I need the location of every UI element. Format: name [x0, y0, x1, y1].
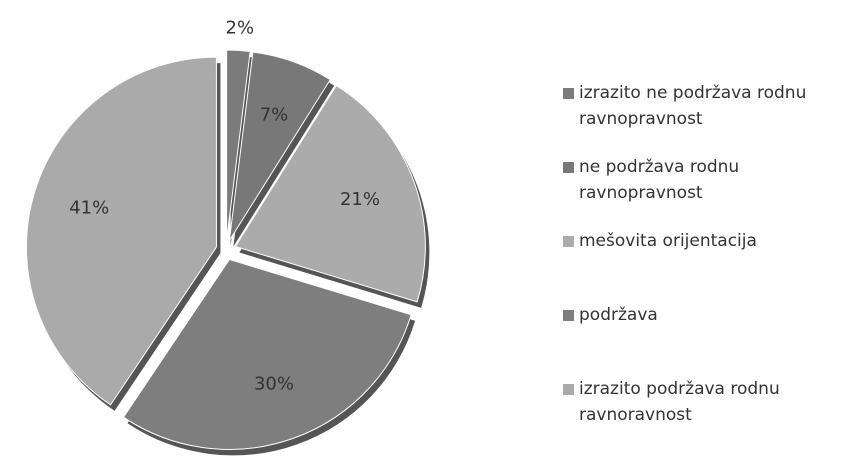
data-label: 30% — [254, 374, 294, 395]
legend-entry: izrazito podržava rodnu ravnoravnost — [563, 376, 838, 450]
slice — [228, 51, 331, 241]
legend-swatch — [563, 310, 574, 321]
legend-entry: mešovita orijentacija — [563, 228, 838, 302]
legend-swatch — [563, 88, 574, 99]
slice — [234, 84, 426, 303]
legend-label: izrazito podržava rodnu ravnoravnost — [579, 379, 780, 425]
data-label: 2% — [226, 17, 255, 38]
data-label: 21% — [340, 189, 380, 210]
legend-swatch — [563, 384, 574, 395]
legend-swatch — [563, 236, 574, 247]
slice — [122, 258, 412, 450]
legend-label: podržava — [579, 305, 658, 325]
legend-entry: ne podržava rodnu ravnopravnost — [563, 154, 838, 228]
data-label: 41% — [69, 197, 109, 218]
slice — [26, 56, 217, 406]
legend-label: mešovita orijentacija — [579, 231, 757, 251]
legend-label: ne podržava rodnu ravnopravnost — [579, 157, 740, 203]
slice — [226, 49, 251, 241]
legend: izrazito ne podržava rodnu ravnopravnost… — [563, 80, 838, 450]
legend-swatch — [563, 162, 574, 173]
legend-label: izrazito ne podržava rodnu ravnopravnost — [579, 83, 807, 129]
legend-entry: izrazito ne podržava rodnu ravnopravnost — [563, 80, 838, 154]
legend-entry: podržava — [563, 302, 838, 376]
data-label: 7% — [260, 104, 289, 125]
